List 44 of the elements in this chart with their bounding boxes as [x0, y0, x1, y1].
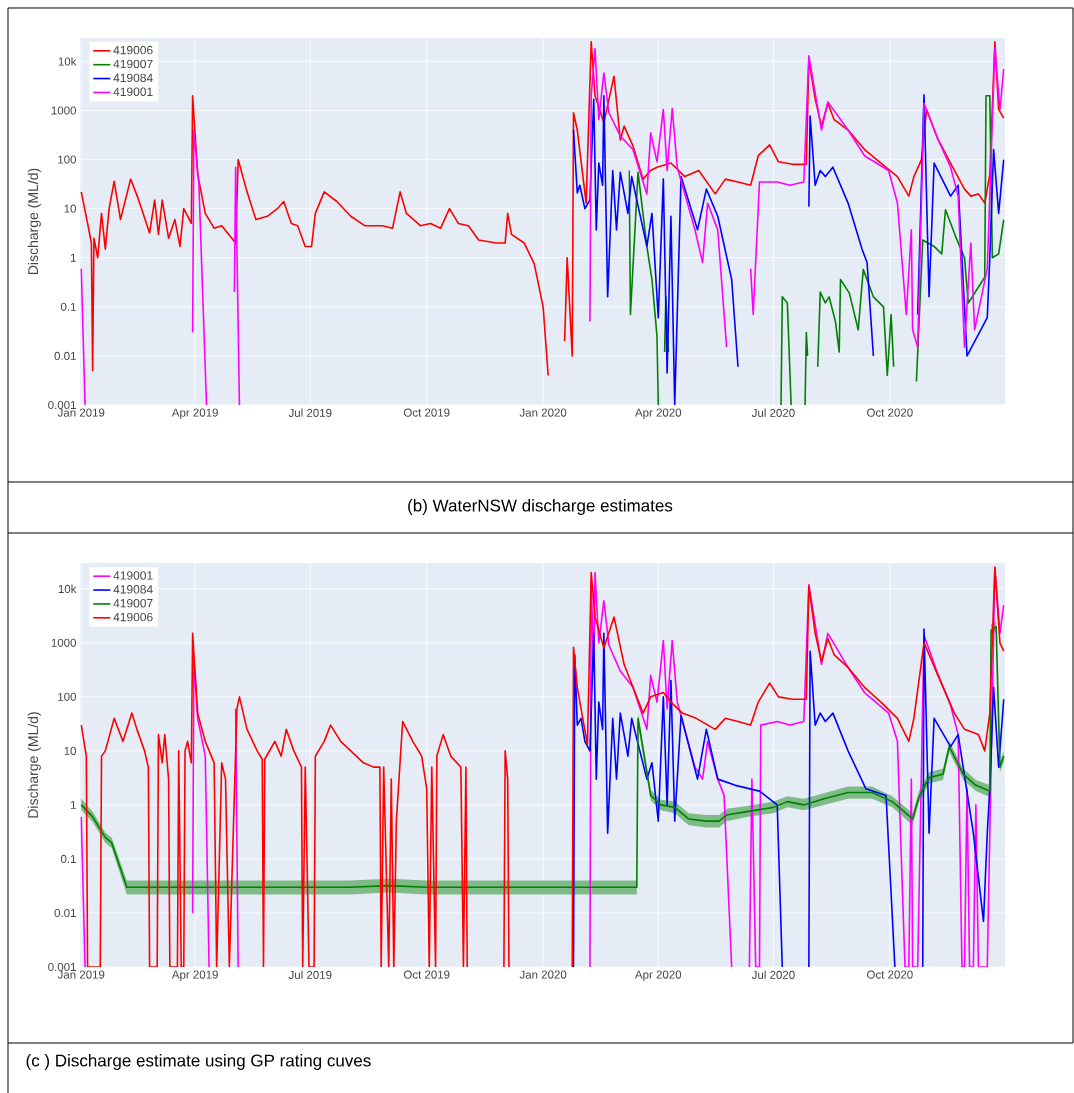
x-tick-label: Jul 2019 — [288, 970, 332, 979]
text: (b) WaterNSW discharge estimates — [408, 499, 673, 515]
y-tick-label: 1 — [70, 800, 76, 809]
legend-label: 419001 — [113, 571, 153, 580]
legend-label: 419001 — [113, 87, 153, 96]
legend-label: 419006 — [113, 45, 153, 55]
y-tick-label: 0.001 — [48, 400, 76, 410]
legend-label: 419007 — [113, 59, 153, 69]
x-tick-label: Jan 2020 — [519, 408, 567, 417]
legend-label: 419006 — [113, 612, 153, 622]
y-axis-title: Discharge (ML/d) — [27, 712, 41, 818]
y-tick-label: 100 — [58, 155, 77, 164]
x-tick-label: Apr 2019 — [171, 970, 218, 981]
x-tick-label: Oct 2019 — [403, 408, 450, 417]
y-axis-title: Discharge (ML/d) — [27, 168, 41, 275]
x-tick-label: Apr 2020 — [634, 970, 682, 981]
x-tick-label: Jan 2020 — [519, 970, 567, 979]
x-tick-label: Oct 2020 — [867, 408, 913, 417]
x-tick-label: Apr 2019 — [171, 408, 218, 419]
x-tick-label: Jul 2020 — [751, 970, 795, 979]
y-tick-label: 1000 — [51, 106, 77, 115]
y-tick-label: 10k — [58, 57, 77, 66]
y-tick-label: 10 — [64, 746, 77, 755]
x-tick-label: Jul 2020 — [751, 408, 795, 417]
y-tick-label: 10 — [64, 204, 77, 213]
x-tick-label: Oct 2020 — [867, 970, 913, 979]
y-tick-label: 0.1 — [60, 854, 76, 863]
y-tick-label: 0.01 — [54, 351, 76, 360]
legend-label: 419007 — [113, 599, 153, 608]
x-tick-label: Jul 2019 — [288, 408, 332, 417]
x-tick-label: Jan 2019 — [57, 408, 105, 417]
legend-label: 419084 — [113, 73, 153, 83]
text: (c ) Discharge estimate using GP rating cuves — [26, 1054, 371, 1070]
x-tick-label: Jan 2019 — [57, 970, 105, 979]
y-tick-label: 100 — [58, 692, 77, 701]
y-tick-label: 1000 — [51, 638, 77, 647]
y-tick-label: 0.01 — [54, 908, 76, 918]
legend-label: 419084 — [113, 585, 153, 594]
y-tick-label: 10k — [58, 584, 77, 593]
x-tick-label: Oct 2019 — [403, 970, 450, 979]
y-tick-label: 0.001 — [48, 962, 76, 972]
y-tick-label: 1 — [70, 253, 76, 262]
x-tick-label: Apr 2020 — [634, 408, 682, 419]
y-tick-label: 0.1 — [60, 302, 76, 311]
